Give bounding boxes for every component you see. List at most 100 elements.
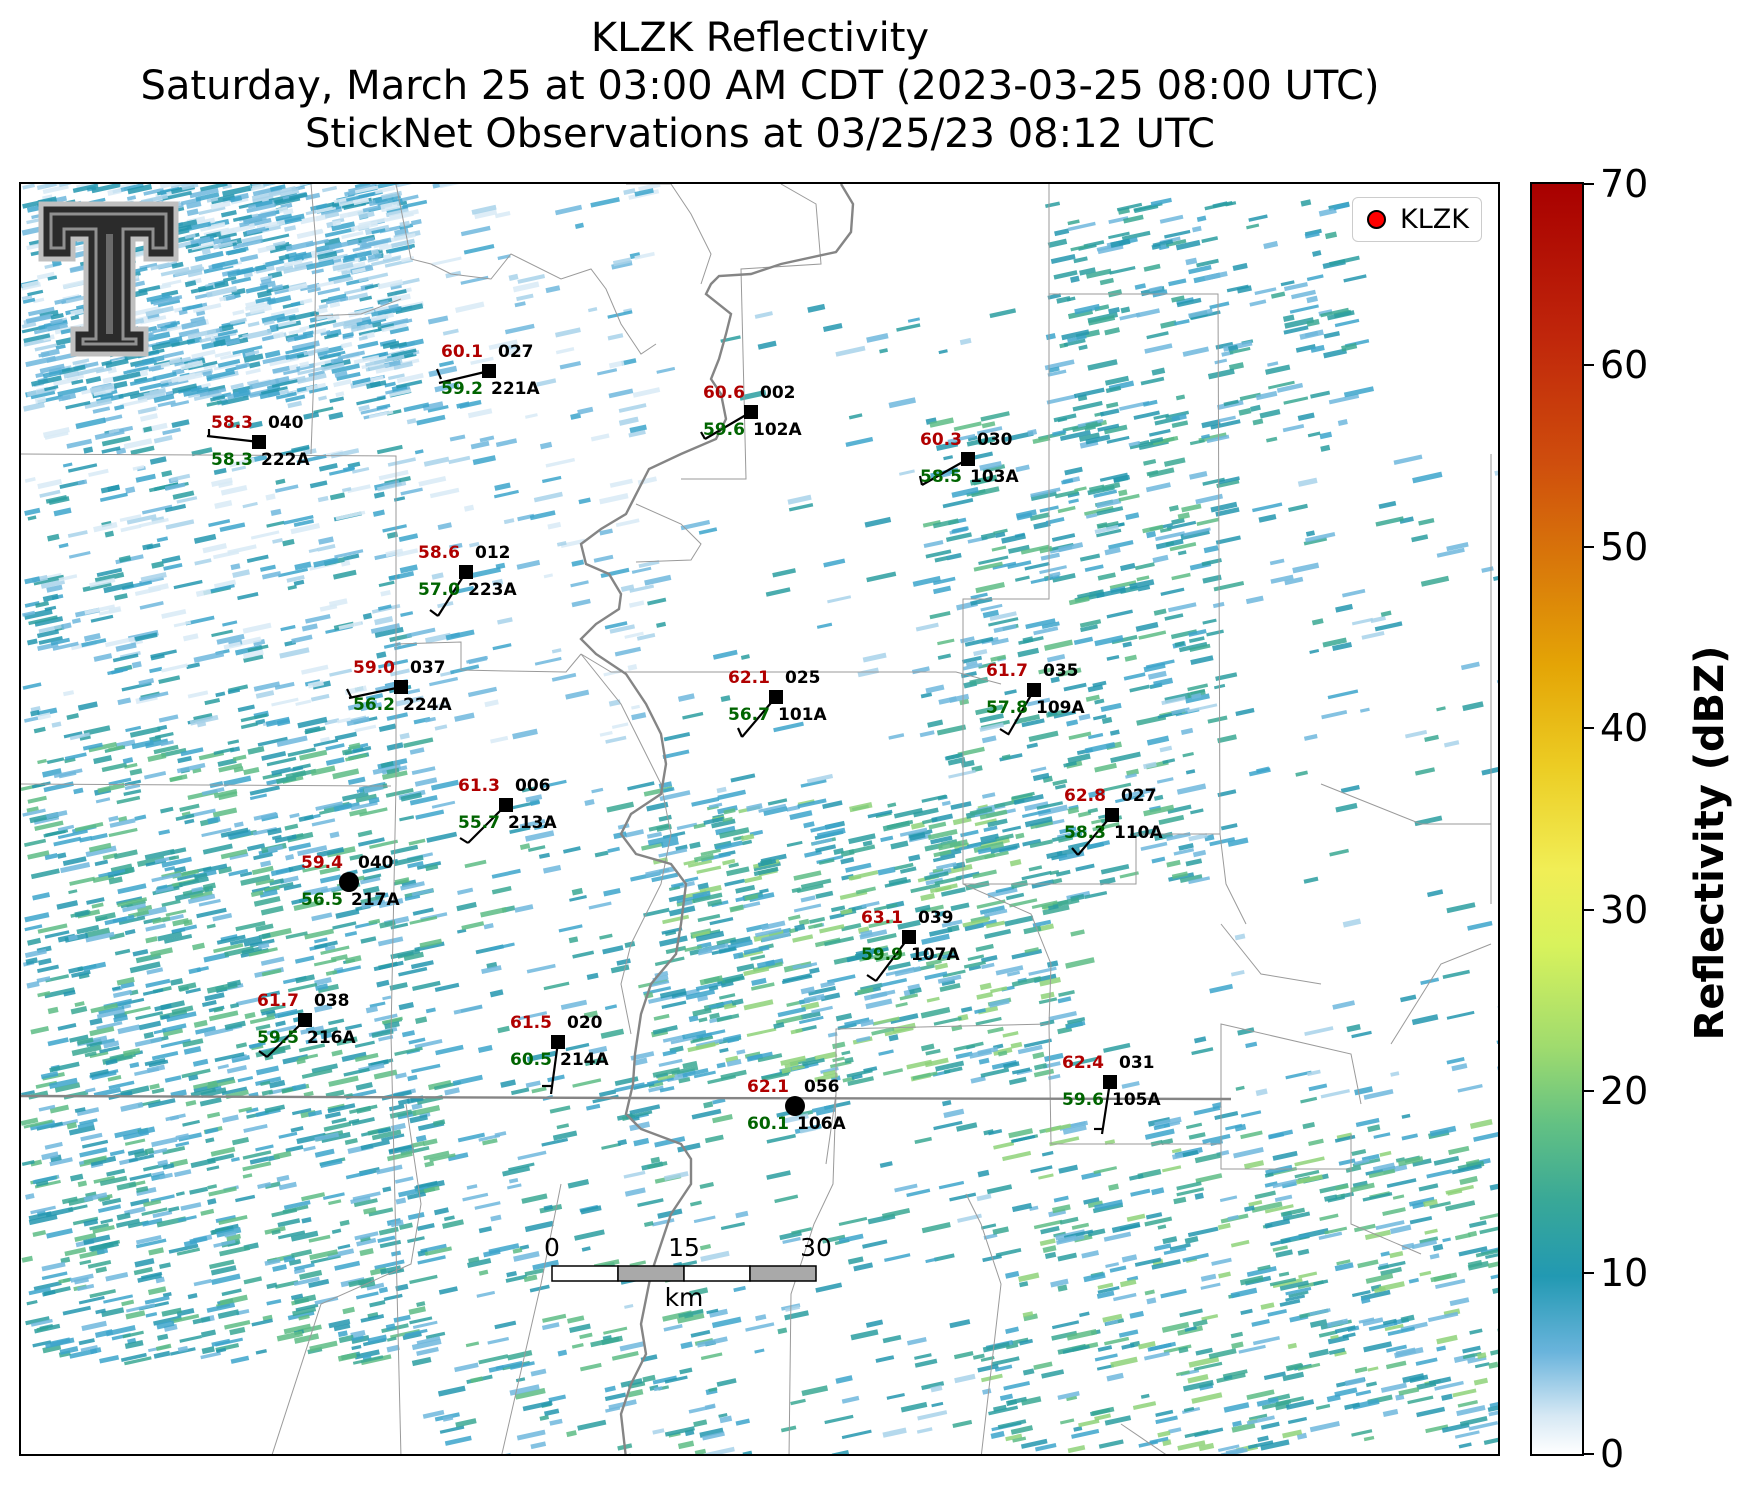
colorbar-tick-mark <box>1584 183 1594 185</box>
station-109a[interactable]: 61.7 035 57.8 109A <box>986 661 1085 736</box>
station-marker-icon <box>394 680 408 694</box>
wind-direction-label: 030 <box>977 430 1013 450</box>
station-marker-icon <box>482 364 496 378</box>
temperature-label: 60.1 <box>441 342 483 362</box>
station-id-label: 106A <box>797 1114 846 1134</box>
station-222a[interactable]: 58.3 040 58.3 222A <box>206 413 310 470</box>
temperature-label: 62.4 <box>1062 1053 1104 1073</box>
station-id-label: 214A <box>560 1050 609 1070</box>
wind-barb-icon <box>704 411 752 440</box>
wind-barb-icon <box>206 434 260 444</box>
station-id-label: 222A <box>261 450 310 470</box>
wind-direction-label: 002 <box>760 383 796 403</box>
station-marker-icon <box>1105 808 1119 822</box>
temperature-label: 63.1 <box>861 908 903 928</box>
wind-direction-label: 031 <box>1119 1053 1155 1073</box>
temperature-label: 60.6 <box>703 383 745 403</box>
wind-barb-flag-icon <box>346 688 352 698</box>
station-223a[interactable]: 58.6 012 57.0 223A <box>418 543 517 617</box>
colorbar-tick-label: 0 <box>1600 1432 1625 1476</box>
station-id-label: 110A <box>1114 823 1163 843</box>
wind-direction-label: 040 <box>358 853 394 873</box>
colorbar-tick-mark <box>1584 1453 1594 1455</box>
reflectivity-field <box>21 184 1498 1454</box>
station-marker-icon <box>499 798 513 812</box>
title-line-1: KLZK Reflectivity <box>590 15 930 61</box>
radar-map[interactable]: 0 15 30 km 60.1 027 59.2 221A 58.3 040 58.3 222… <box>19 182 1500 1456</box>
scale-tick-15: 15 <box>668 1233 700 1262</box>
station-107a[interactable]: 63.1 039 59.9 107A <box>861 908 960 982</box>
colorbar-tick-label: 50 <box>1600 524 1649 569</box>
dewpoint-label: 55.7 <box>458 813 500 833</box>
temperature-label: 61.3 <box>458 776 500 796</box>
wind-direction-label: 035 <box>1043 661 1079 681</box>
wind-direction-label: 037 <box>410 658 446 678</box>
dewpoint-label: 57.8 <box>986 698 1028 718</box>
wind-direction-label: 012 <box>475 543 511 563</box>
radar-site-marker-icon <box>1367 210 1387 229</box>
temperature-label: 58.3 <box>211 413 253 433</box>
temperature-label: 61.5 <box>510 1013 552 1033</box>
colorbar-tick-label: 30 <box>1600 887 1649 932</box>
wind-direction-label: 038 <box>314 991 350 1011</box>
temperature-label: 62.8 <box>1064 786 1106 806</box>
wind-barb-flag-icon <box>999 728 1009 735</box>
station-214a[interactable]: 61.5 020 60.5 214A <box>510 1013 609 1095</box>
wind-barb-icon <box>438 369 490 385</box>
station-216a[interactable]: 61.7 038 59.5 216A <box>257 991 356 1058</box>
station-marker-icon <box>902 930 916 944</box>
county-lines <box>21 184 1492 1454</box>
station-id-label: 221A <box>491 379 540 399</box>
station-224a[interactable]: 59.0 037 56.2 224A <box>346 658 452 715</box>
colorbar-title: Reflectivity (dBZ) <box>1687 645 1733 1041</box>
scale-tick-30: 30 <box>800 1233 832 1262</box>
wind-direction-label: 027 <box>1121 786 1157 806</box>
wind-direction-label: 056 <box>804 1077 840 1097</box>
station-102a[interactable]: 60.6 002 59.6 102A <box>700 383 802 440</box>
wind-barb-icon <box>1100 1081 1112 1135</box>
station-106a[interactable]: 62.1 056 60.1 106A <box>747 1077 846 1134</box>
station-id-label: 213A <box>508 813 557 833</box>
station-105a[interactable]: 62.4 031 59.6 105A <box>1062 1053 1161 1135</box>
station-marker-icon <box>961 452 975 466</box>
legend: KLZK <box>1352 197 1482 242</box>
state-borders <box>21 184 1232 1454</box>
dewpoint-label: 56.7 <box>728 705 770 725</box>
wind-barb-flag-icon <box>700 431 706 440</box>
temperature-label: 59.4 <box>301 853 343 873</box>
colorbar-tick-label: 40 <box>1600 706 1649 751</box>
station-213a[interactable]: 61.3 006 55.7 213A <box>458 776 557 844</box>
dewpoint-label: 57.0 <box>418 580 460 600</box>
dewpoint-label: 56.2 <box>353 695 395 715</box>
station-101a[interactable]: 62.1 025 56.7 101A <box>728 668 827 738</box>
temperature-label: 61.7 <box>257 991 299 1011</box>
dewpoint-label: 56.5 <box>301 890 343 910</box>
calm-wind-circle-icon <box>339 872 359 892</box>
station-marker-icon <box>1103 1075 1117 1089</box>
temperature-label: 58.6 <box>418 543 460 563</box>
dewpoint-label: 58.3 <box>1064 823 1106 843</box>
wind-barb-icon <box>875 936 910 982</box>
dewpoint-label: 59.9 <box>861 945 903 965</box>
wind-direction-label: 040 <box>268 413 304 433</box>
station-217a[interactable]: 59.4 040 56.5 217A <box>301 853 400 910</box>
station-221a[interactable]: 60.1 027 59.2 221A <box>435 342 540 399</box>
wind-barb-icon <box>549 1041 560 1095</box>
scale-unit: km <box>665 1283 704 1312</box>
colorbar-tick-mark <box>1584 545 1594 548</box>
temperature-label: 59.0 <box>353 658 395 678</box>
wind-barb-flag-icon <box>866 974 877 982</box>
colorbar-tick-label: 70 <box>1600 162 1649 206</box>
station-marker-icon <box>459 565 473 579</box>
station-marker-icon <box>252 435 266 449</box>
map-canvas: 0 15 30 km 60.1 027 59.2 221A 58.3 040 58.3 222… <box>21 184 1498 1454</box>
station-id-label: 224A <box>403 695 452 715</box>
colorbar-tick-label: 60 <box>1600 343 1649 388</box>
station-103a[interactable]: 60.3 030 58.5 103A <box>918 430 1019 487</box>
wind-barb-flag-icon <box>258 1050 268 1058</box>
wind-barb-icon <box>921 458 969 486</box>
station-110a[interactable]: 62.8 027 58.3 110A <box>1064 786 1163 856</box>
station-marker-icon <box>298 1013 312 1027</box>
station-marker-icon <box>1027 683 1041 697</box>
station-id-label: 105A <box>1112 1090 1161 1110</box>
